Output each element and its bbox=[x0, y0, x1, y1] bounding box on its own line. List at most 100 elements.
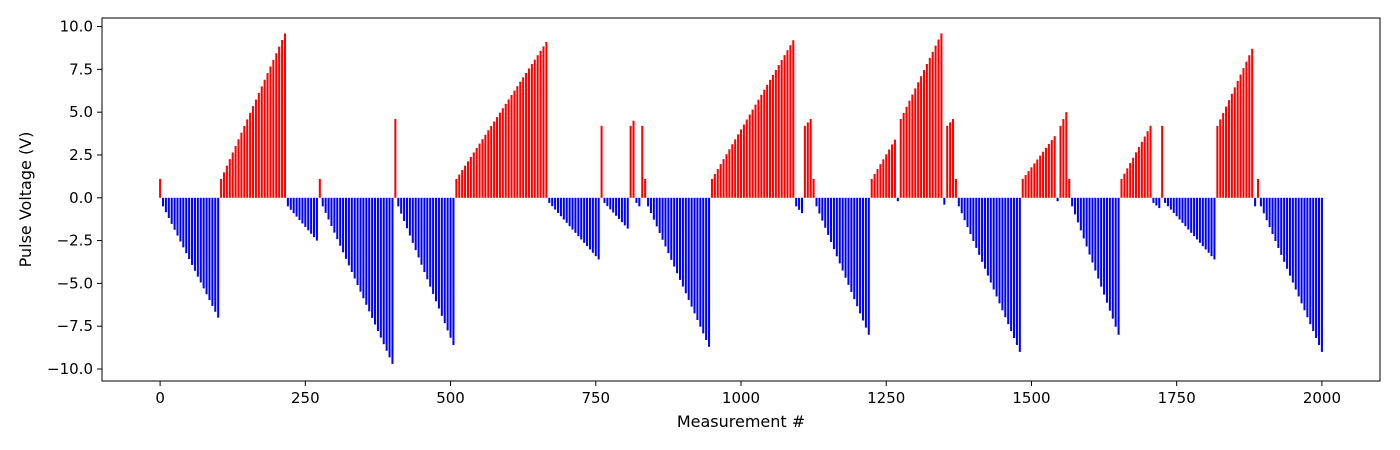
bar bbox=[754, 104, 757, 198]
bar bbox=[914, 88, 917, 198]
bar bbox=[388, 197, 391, 358]
bar bbox=[260, 86, 263, 198]
bar bbox=[1239, 74, 1242, 198]
bar bbox=[728, 149, 731, 198]
bar bbox=[615, 197, 618, 216]
bar bbox=[963, 197, 966, 221]
bar bbox=[539, 50, 542, 198]
bar bbox=[1044, 147, 1047, 198]
bar bbox=[1021, 178, 1024, 198]
bar bbox=[940, 33, 943, 198]
bar bbox=[469, 156, 472, 198]
bar bbox=[385, 197, 388, 351]
bar bbox=[586, 197, 589, 247]
bar bbox=[513, 90, 516, 198]
bar bbox=[861, 197, 864, 321]
bar bbox=[713, 174, 716, 198]
bar bbox=[1137, 147, 1140, 198]
bar bbox=[202, 197, 205, 289]
bar bbox=[231, 152, 234, 198]
bar bbox=[487, 130, 490, 198]
bar bbox=[1172, 197, 1175, 213]
bar bbox=[838, 197, 841, 264]
bar bbox=[992, 197, 995, 290]
bar bbox=[975, 197, 978, 248]
x-tick-label: 1000 bbox=[722, 389, 760, 407]
bar bbox=[800, 197, 804, 214]
bar bbox=[1117, 197, 1120, 335]
bar bbox=[559, 197, 562, 217]
bar bbox=[1030, 167, 1033, 198]
bar bbox=[649, 197, 652, 214]
bar bbox=[1303, 197, 1306, 311]
bar bbox=[478, 143, 481, 198]
y-tick-label: −7.5 bbox=[57, 317, 93, 335]
bar bbox=[533, 59, 536, 198]
bar bbox=[1161, 125, 1164, 198]
bar bbox=[777, 65, 780, 198]
bar bbox=[452, 197, 455, 346]
bar bbox=[1146, 131, 1149, 198]
bar bbox=[182, 197, 185, 248]
bar bbox=[928, 57, 931, 198]
bar bbox=[208, 197, 211, 301]
bar bbox=[1248, 55, 1251, 198]
bar bbox=[583, 197, 586, 243]
bar bbox=[275, 53, 278, 198]
bar bbox=[315, 197, 318, 241]
bar bbox=[318, 178, 321, 198]
bar bbox=[1135, 152, 1138, 198]
bar bbox=[1047, 143, 1050, 198]
bar bbox=[1056, 197, 1059, 202]
bar bbox=[986, 197, 989, 276]
bar bbox=[374, 197, 377, 325]
bar bbox=[795, 197, 798, 207]
bar bbox=[266, 73, 269, 198]
bar bbox=[1082, 197, 1085, 239]
bar bbox=[1175, 197, 1178, 217]
bar bbox=[664, 197, 667, 247]
y-tick-label: 0.0 bbox=[69, 189, 93, 207]
bar bbox=[647, 197, 650, 207]
bar bbox=[554, 197, 557, 210]
bar bbox=[748, 114, 751, 198]
bar bbox=[324, 197, 327, 213]
bar bbox=[731, 144, 734, 198]
bar bbox=[1079, 197, 1082, 231]
bar bbox=[745, 119, 748, 198]
bar bbox=[1007, 197, 1010, 325]
bar bbox=[1143, 136, 1146, 198]
bar bbox=[1111, 197, 1114, 319]
bar bbox=[751, 109, 754, 198]
bar bbox=[1262, 197, 1265, 214]
bar bbox=[792, 40, 795, 198]
bar bbox=[278, 46, 281, 198]
bar bbox=[966, 197, 969, 228]
bar bbox=[304, 197, 307, 227]
bar bbox=[763, 89, 766, 198]
bar bbox=[498, 112, 501, 198]
bar bbox=[635, 197, 638, 203]
bar bbox=[347, 197, 350, 266]
bar bbox=[580, 197, 583, 240]
bar bbox=[307, 197, 310, 231]
bar bbox=[1129, 163, 1132, 198]
bar bbox=[1274, 197, 1277, 241]
bar bbox=[173, 197, 176, 230]
bar bbox=[333, 197, 336, 233]
bar bbox=[1149, 125, 1152, 198]
bar bbox=[525, 72, 528, 198]
bar bbox=[821, 197, 824, 221]
bar bbox=[243, 126, 246, 198]
bar bbox=[1085, 197, 1088, 247]
bar bbox=[1152, 197, 1155, 203]
bar bbox=[330, 197, 333, 227]
bar bbox=[336, 197, 339, 240]
bar bbox=[286, 197, 289, 207]
bar bbox=[1178, 197, 1181, 220]
bar bbox=[658, 197, 661, 234]
bar bbox=[310, 197, 313, 234]
bar bbox=[455, 178, 458, 198]
bar bbox=[1222, 113, 1225, 198]
